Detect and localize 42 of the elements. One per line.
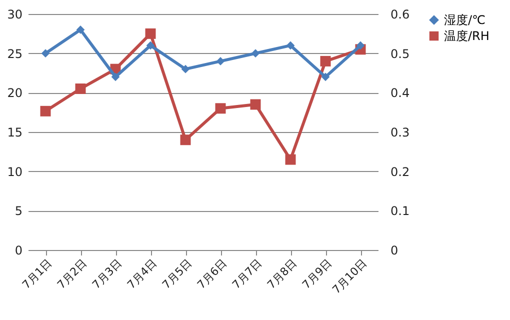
x-tick-label: 7月4日: [124, 256, 160, 292]
x-tick-label: 7月1日: [20, 256, 54, 292]
x-tick-label: 7月8日: [264, 256, 300, 292]
point: [356, 41, 365, 50]
x-tick-label: 7月3日: [90, 256, 124, 292]
point: [321, 72, 330, 82]
y-tick-label: 20: [7, 86, 22, 100]
point: [76, 26, 85, 34]
y-tick-label: 10: [7, 164, 22, 179]
legend-label: 温度/RH: [444, 29, 490, 43]
point: [40, 106, 51, 116]
x-tick-label: 7月5日: [160, 256, 194, 292]
x-tick-label: 7月6日: [194, 256, 230, 292]
y2-tick-label: 0.6: [390, 8, 410, 22]
y2-tick-label: 0.4: [390, 86, 410, 100]
point: [181, 64, 190, 74]
point: [41, 49, 50, 58]
x-tick-label: 7月2日: [54, 256, 90, 292]
point: [285, 154, 296, 165]
point: [215, 103, 226, 114]
point: [146, 41, 155, 50]
y2-tick-label: 0.5: [390, 46, 410, 61]
y-tick-label: 5: [14, 204, 22, 218]
point: [250, 99, 261, 110]
y2-tick-label: 0.1: [390, 204, 410, 218]
y2-tick-label: 0: [390, 244, 398, 258]
legend-label: 湿度/℃: [444, 13, 486, 27]
point: [320, 56, 331, 66]
point: [111, 72, 120, 82]
point: [145, 28, 156, 39]
point: [286, 41, 295, 50]
y-tick-label: 25: [7, 46, 22, 61]
point: [75, 83, 86, 94]
y-tick-label: 30: [7, 8, 22, 22]
point: [216, 57, 225, 66]
point: [251, 49, 260, 58]
y2-tick-label: 0.3: [390, 126, 410, 140]
y-tick-label: 0: [14, 244, 22, 258]
x-tick-label: 7月7日: [230, 256, 264, 292]
y-tick-label: 15: [7, 126, 22, 140]
y2-tick-label: 0.2: [390, 164, 410, 179]
point: [180, 134, 191, 146]
